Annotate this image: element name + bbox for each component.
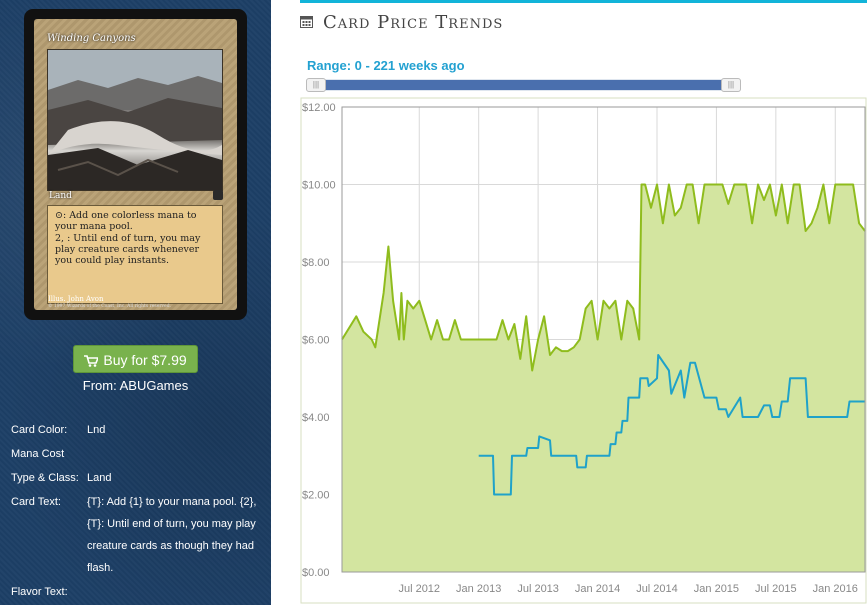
x-tick-label: Jul 2013	[517, 583, 559, 595]
buy-button[interactable]: Buy for $7.99	[73, 345, 198, 373]
card-color-value: Lnd	[87, 424, 106, 436]
x-tick-label: Jan 2016	[813, 583, 858, 595]
card-info-panel: Winding Canyons Land ⊙: Add one colorles…	[0, 0, 271, 605]
tap-symbol-icon: ⊙	[55, 210, 63, 221]
card-rule-1: : Add one colorless mana to your mana po…	[55, 210, 197, 232]
range-slider-start-handle[interactable]: |||	[306, 78, 326, 92]
x-tick-label: Jan 2013	[456, 583, 501, 595]
card-text-box: ⊙: Add one colorless mana to your mana p…	[47, 205, 223, 304]
y-tick-label: $8.00	[302, 257, 330, 269]
cart-icon	[84, 355, 99, 367]
price-chart: $0.00 $2.00 $4.00 $6.00 $8.00 $10.00 $12.00 Jul…	[300, 97, 867, 605]
card-text-value: {T}: Add {1} to your mana pool. {2}, {T}…	[87, 496, 257, 574]
y-tick-label: $6.00	[302, 335, 330, 347]
x-tick-label: Jul 2012	[398, 583, 440, 595]
high-price-line	[341, 183, 866, 372]
y-tick-label: $12.00	[302, 102, 336, 114]
card-frame: Winding Canyons Land ⊙: Add one colorles…	[34, 19, 237, 310]
mana-cost-label: Mana Cost	[11, 448, 65, 460]
low-price-line	[478, 354, 865, 496]
high-price-area	[342, 184, 865, 572]
card-color-label: Card Color:	[11, 424, 68, 436]
card-rule-2: 2, : Until end of turn, you may play cre…	[55, 233, 201, 266]
seller-line: From: ABUGames	[82, 378, 189, 393]
price-chart-svg: $0.00 $2.00 $4.00 $6.00 $8.00 $10.00 $12.00 Jul…	[300, 97, 867, 604]
range-slider[interactable]: ||| |||	[306, 78, 741, 92]
x-tick-label: Jul 2015	[755, 583, 797, 595]
calendar-icon	[300, 16, 313, 28]
x-tick-label: Jan 2015	[694, 583, 739, 595]
card-text-label: Card Text:	[11, 496, 61, 508]
x-tick-label: Jul 2014	[636, 583, 678, 595]
range-slider-end-handle[interactable]: |||	[721, 78, 741, 92]
y-tick-label: $10.00	[302, 180, 336, 192]
type-class-label: Type & Class:	[11, 472, 79, 484]
card-type-line: Land	[49, 191, 72, 201]
type-class-value: Land	[87, 472, 112, 484]
card-illustrator: Illus. John Avon	[48, 295, 104, 303]
card-credits: Illus. John Avon © 1997 Wizards of the C…	[48, 296, 171, 310]
range-label: Range: 0 - 221 weeks ago	[307, 58, 465, 73]
y-tick-label: $4.00	[302, 412, 330, 424]
card-art	[47, 49, 223, 191]
y-tick-label: $2.00	[302, 490, 330, 502]
panel-top-border	[300, 0, 867, 3]
card-name: Winding Canyons	[47, 33, 136, 44]
card-copyright: © 1997 Wizards of the Coast, Inc. All ri…	[48, 304, 172, 309]
set-symbol-icon	[213, 190, 223, 200]
card-image: Winding Canyons Land ⊙: Add one colorles…	[24, 9, 247, 320]
y-tick-label: $0.00	[302, 567, 330, 579]
page-title: Card Price Trends	[323, 12, 504, 33]
plot-border	[341, 106, 866, 573]
buy-button-label: Buy for $7.99	[103, 352, 187, 368]
x-tick-label: Jan 2014	[575, 583, 620, 595]
flavor-text-label: Flavor Text:	[11, 586, 68, 598]
range-slider-track[interactable]	[306, 79, 741, 91]
